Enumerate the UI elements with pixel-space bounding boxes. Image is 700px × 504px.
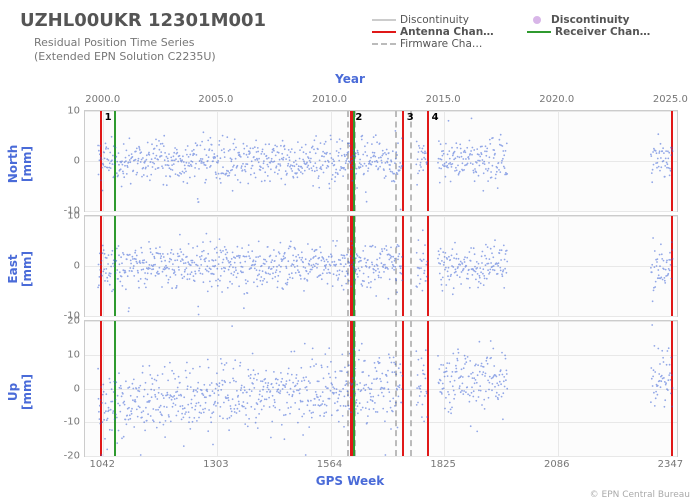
bottom-tick-label: 1564	[317, 459, 342, 470]
legend-item: Discontinuity	[372, 14, 527, 26]
chart-subtitle: Residual Position Time Series (Extended …	[34, 36, 216, 64]
y-tick-label: 10	[67, 349, 80, 360]
top-tick-label: 2010.0	[312, 94, 347, 105]
top-tick-label: 2025.0	[653, 94, 688, 105]
y-tick-label: 0	[74, 261, 80, 272]
scatter-east	[85, 216, 677, 316]
y-tick-label: 0	[74, 383, 80, 394]
chart-root: { "title": "UZHL00UKR 12301M001", "subti…	[0, 0, 700, 504]
y-tick-label: 10	[67, 211, 80, 222]
top-axis-label: Year	[0, 72, 700, 86]
y-axis-label-north: North[mm]	[6, 114, 34, 214]
legend: DiscontinuityDiscontinuityAntenna Chan…R…	[372, 14, 682, 50]
y-axis-label-up: Up[mm]	[6, 342, 34, 442]
y-tick-label: 0	[74, 156, 80, 167]
y-axis-label-east: East[mm]	[6, 219, 34, 319]
legend-item: Antenna Chan…	[372, 26, 527, 38]
legend-item: Discontinuity	[527, 14, 682, 26]
panel-north: -100101234	[84, 110, 678, 212]
chart-title: UZHL00UKR 12301M001	[20, 10, 266, 31]
bottom-axis-label: GPS Week	[0, 474, 700, 488]
legend-item: Receiver Chan…	[527, 26, 682, 38]
legend-item: Firmware Cha…	[372, 38, 527, 50]
y-tick-label: -20	[64, 451, 80, 462]
panel-up: -20-1001020	[84, 320, 678, 457]
attribution: © EPN Central Bureau	[590, 490, 690, 500]
y-tick-label: -10	[64, 417, 80, 428]
y-tick-label: 10	[67, 106, 80, 117]
scatter-north	[85, 111, 677, 211]
top-tick-label: 2000.0	[85, 94, 120, 105]
bottom-tick-label: 1825	[430, 459, 455, 470]
top-tick-label: 2005.0	[198, 94, 233, 105]
bottom-tick-label: 1042	[90, 459, 115, 470]
top-tick-label: 2020.0	[539, 94, 574, 105]
scatter-up	[85, 321, 677, 456]
subtitle-line2: (Extended EPN Solution C2235U)	[34, 50, 216, 64]
bottom-tick-label: 2086	[544, 459, 569, 470]
subtitle-line1: Residual Position Time Series	[34, 36, 216, 50]
panel-east: -10010	[84, 215, 678, 317]
top-tick-label: 2015.0	[426, 94, 461, 105]
bottom-tick-label: 2347	[658, 459, 683, 470]
y-tick-label: 20	[67, 316, 80, 327]
bottom-tick-label: 1303	[203, 459, 228, 470]
